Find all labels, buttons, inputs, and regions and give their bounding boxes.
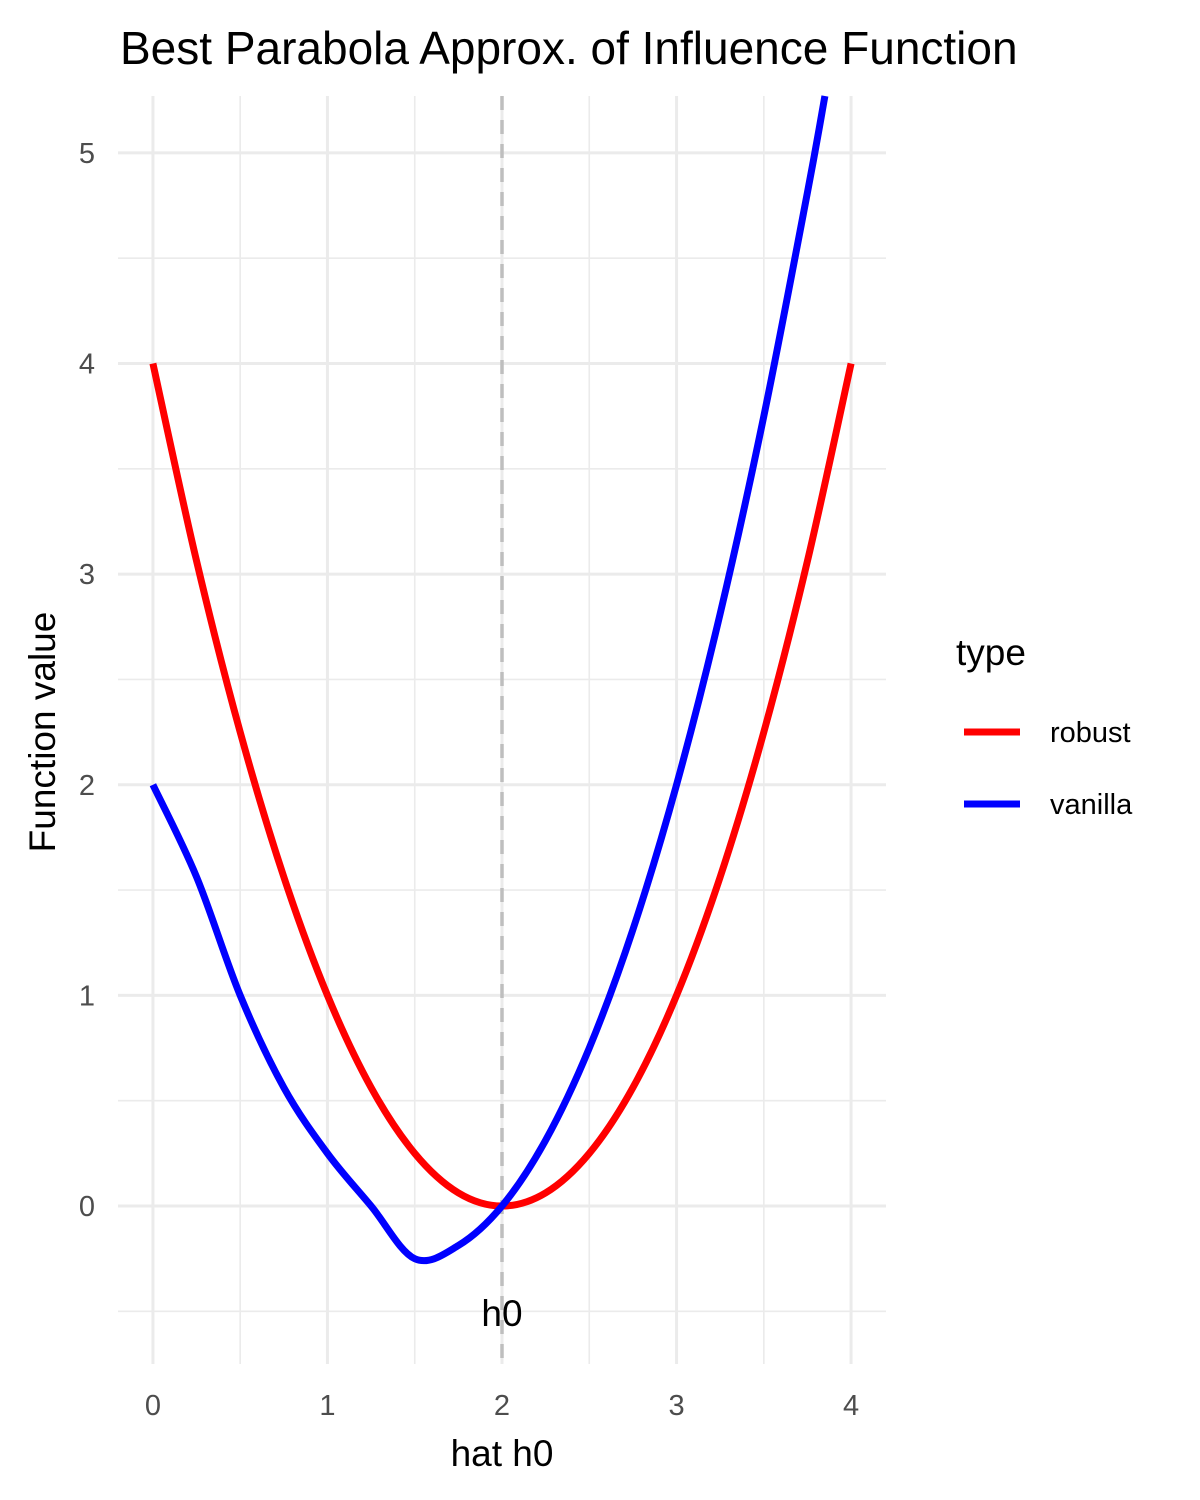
x-tick-labels: 0 1 2 3 4 (145, 1390, 859, 1422)
reference-line-label: h0 (481, 1293, 522, 1334)
x-tick-label: 1 (319, 1390, 335, 1422)
series-line-vanilla (149, 95, 829, 1265)
legend-title: type (956, 632, 1026, 673)
x-tick-label: 3 (668, 1390, 684, 1422)
x-tick-label: 0 (145, 1390, 161, 1422)
y-tick-label: 3 (79, 559, 95, 591)
y-tick-label: 4 (79, 349, 95, 381)
chart-title: Best Parabola Approx. of Influence Funct… (120, 22, 1018, 74)
series-group (149, 95, 855, 1265)
y-tick-labels: 0 1 2 3 4 5 (79, 138, 95, 1223)
reference-line-group: h0 (481, 96, 523, 1364)
legend-label-robust: robust (1050, 717, 1131, 749)
legend-label-vanilla: vanilla (1050, 789, 1133, 821)
x-tick-label: 4 (843, 1390, 859, 1422)
x-tick-label: 2 (494, 1390, 510, 1422)
x-axis-title: hat h0 (451, 1433, 554, 1474)
y-tick-label: 0 (79, 1191, 95, 1223)
y-tick-label: 1 (79, 980, 95, 1012)
y-axis-title: Function value (22, 612, 63, 853)
y-tick-label: 5 (79, 138, 95, 170)
legend: type robust vanilla (956, 632, 1133, 821)
y-tick-label: 2 (79, 770, 95, 802)
